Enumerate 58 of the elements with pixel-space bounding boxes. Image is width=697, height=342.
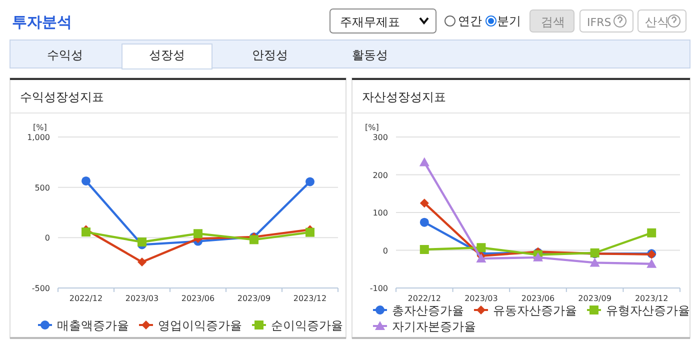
y-tick-label: 300 (372, 133, 388, 142)
text: 투자분석 (12, 13, 72, 31)
legend-label: 영업이익증가율 (158, 318, 242, 332)
point (138, 237, 146, 246)
x-tick-label: 2022/12 (408, 294, 442, 303)
y-axis-title: [%] (365, 123, 379, 132)
legend-label: 총자산증가율 (392, 304, 464, 318)
point (306, 228, 314, 237)
point (646, 258, 657, 268)
y-tick-label: 1,000 (27, 133, 50, 142)
point (476, 243, 486, 252)
point (82, 228, 90, 237)
y-tick-label: -500 (32, 284, 50, 293)
point (590, 258, 600, 267)
y-tick-label: 0 (382, 246, 388, 256)
text: 활동성 (352, 48, 388, 62)
point (82, 176, 90, 186)
text: 분기 (497, 14, 521, 28)
point (647, 228, 656, 238)
point (306, 177, 314, 186)
y-tick-label: 500 (34, 183, 50, 192)
x-tick-label: 2023/09 (578, 294, 612, 303)
legend-label: 매출액증가율 (57, 318, 129, 332)
text: 검색 (541, 15, 565, 29)
x-tick-label: 2023/06 (181, 294, 215, 303)
chart-title: 수익성장성지표 (20, 90, 104, 104)
x-tick-label: 2023/03 (464, 294, 498, 303)
point (420, 218, 429, 227)
x-tick-label: 2022/12 (69, 294, 103, 303)
y-tick-label: 100 (372, 208, 388, 218)
text: 산식 (645, 15, 669, 29)
y-tick-label: -100 (370, 284, 388, 293)
x-tick-label: 2023/12 (634, 294, 668, 303)
x-tick-label: 2023/09 (237, 294, 271, 303)
point (419, 157, 430, 166)
x-tick-label: 2023/03 (125, 294, 159, 303)
y-tick-label: 200 (372, 170, 388, 180)
point (420, 198, 429, 208)
point (476, 254, 486, 263)
legend-label: 유동자산증가율 (493, 304, 577, 318)
text: 연간 (458, 14, 482, 28)
text: 주재무제표 (340, 15, 400, 29)
y-tick-label: 0 (44, 234, 50, 243)
text: 수익성 (47, 48, 83, 62)
text: 안정성 (252, 48, 288, 62)
x-tick-label: 2023/06 (521, 294, 555, 303)
text: IFRS (587, 16, 612, 29)
point (138, 258, 146, 267)
legend-label: 자기자본증가율 (392, 320, 476, 334)
point (420, 244, 429, 254)
x-tick-label: 2023/12 (293, 294, 327, 303)
point (194, 229, 202, 238)
legend-label: 순이익증가율 (271, 318, 343, 332)
point (250, 235, 258, 244)
y-axis-title: [%] (33, 123, 47, 132)
legend-label: 유형자산증가율 (606, 304, 690, 318)
chart-title: 자산성장성지표 (362, 90, 446, 104)
text: 성장성 (149, 48, 185, 62)
